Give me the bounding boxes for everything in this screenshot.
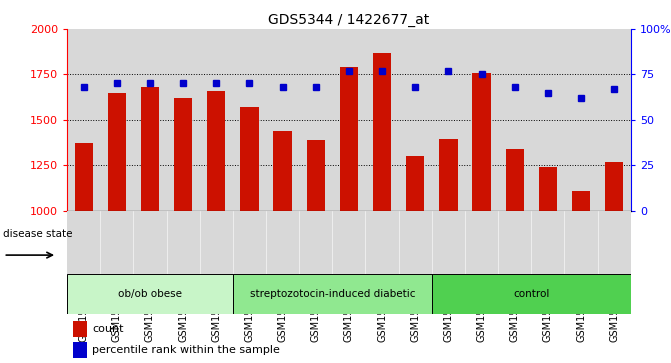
Bar: [240, 107, 258, 211]
Text: disease state: disease state: [3, 229, 73, 239]
Bar: [440, 139, 458, 211]
Bar: [207, 91, 225, 211]
Bar: [472, 73, 491, 211]
Bar: [572, 191, 590, 211]
Bar: [72, 321, 87, 337]
Text: count: count: [93, 324, 124, 334]
Bar: [406, 156, 424, 211]
Text: control: control: [513, 289, 550, 299]
Bar: [72, 342, 87, 358]
Text: percentile rank within the sample: percentile rank within the sample: [93, 345, 280, 355]
Bar: [108, 93, 126, 211]
Bar: [340, 67, 358, 211]
Text: ob/ob obese: ob/ob obese: [118, 289, 182, 299]
Bar: [539, 167, 557, 211]
Text: streptozotocin-induced diabetic: streptozotocin-induced diabetic: [250, 289, 415, 299]
Bar: [174, 98, 193, 211]
Bar: [505, 149, 524, 211]
Bar: [74, 143, 93, 211]
Bar: [274, 131, 292, 211]
Bar: [432, 274, 631, 314]
Bar: [67, 274, 233, 314]
Bar: [141, 87, 159, 211]
Bar: [373, 53, 391, 211]
Bar: [233, 274, 432, 314]
Bar: [605, 162, 623, 211]
Title: GDS5344 / 1422677_at: GDS5344 / 1422677_at: [268, 13, 429, 26]
Bar: [307, 140, 325, 211]
